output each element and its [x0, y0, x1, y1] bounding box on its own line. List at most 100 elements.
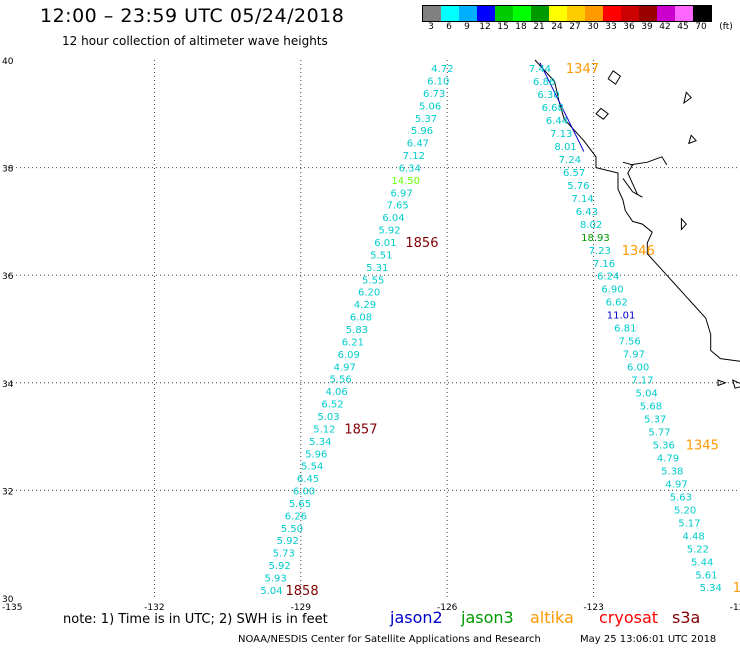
colorbar-label: 30: [587, 22, 599, 32]
swh-value-label: 5.12: [313, 424, 335, 435]
colorbar-swatch: [621, 6, 639, 21]
footer-timestamp: May 25 13:06:01 UTC 2018: [580, 634, 717, 645]
lat-label: 30: [2, 595, 14, 605]
swh-value-label: 4.29: [354, 300, 376, 311]
swh-value-label: 14.50: [391, 176, 420, 187]
swh-value-label: 6.81: [614, 324, 636, 335]
bay-outline: [622, 161, 643, 198]
swh-value-label: 5.92: [277, 536, 299, 547]
colorbar-swatch: [531, 6, 549, 21]
swh-value-label: 6.68: [542, 103, 564, 114]
swh-value-label: 5.92: [269, 561, 291, 572]
colorbar-swatch: [693, 6, 711, 21]
swh-value-label: 5.56: [330, 375, 352, 386]
swh-value-label: 6.24: [597, 272, 619, 283]
swh-value-label: 5.04: [636, 389, 658, 400]
lat-label: 40: [2, 57, 14, 67]
colorbar-swatch: [549, 6, 567, 21]
ground-track-line: [539, 62, 585, 152]
swh-value-label: 5.73: [273, 549, 295, 560]
lon-label: -126: [437, 603, 458, 613]
swh-value-label: 5.20: [674, 505, 696, 516]
lake-outline: [680, 217, 687, 231]
swh-value-label: 4.97: [334, 362, 356, 373]
swh-value-label: 6.52: [321, 400, 343, 411]
colorbar-label: 39: [641, 22, 653, 32]
colorbar-swatch: [567, 6, 585, 21]
swh-value-label: 7.17: [631, 376, 653, 387]
lat-label: 32: [2, 487, 13, 497]
colorbar-swatch: [459, 6, 477, 21]
swh-value-label: 5.37: [644, 415, 666, 426]
colorbar-label: 15: [497, 22, 509, 32]
swh-value-label: 5.50: [281, 524, 303, 535]
colorbar-label: 45: [677, 22, 689, 32]
swh-value-label: 6.90: [601, 285, 623, 296]
colorbar-swatch: [513, 6, 531, 21]
swh-value-label: 4.79: [657, 453, 679, 464]
swh-value-label: 5.96: [305, 449, 327, 460]
colorbar: [422, 5, 712, 22]
swh-value-label: 5.83: [346, 325, 368, 336]
pass-time-label: 1344: [733, 581, 740, 596]
swh-value-label: 6.08: [350, 313, 372, 324]
colorbar-label: 18: [515, 22, 527, 32]
swh-value-label: 5.93: [264, 574, 286, 585]
colorbar-label: 24: [551, 22, 563, 32]
swh-value-label: 6.47: [407, 139, 429, 150]
lake-outline: [607, 70, 622, 85]
colorbar-label: 12: [479, 22, 491, 32]
lake-outline: [595, 107, 609, 120]
swh-value-label: 4.48: [683, 531, 705, 542]
colorbar-label: 3: [428, 22, 434, 32]
colorbar-swatch: [585, 6, 603, 21]
colorbar-label: 33: [605, 22, 617, 32]
swh-value-label: 6.45: [297, 474, 319, 485]
swh-value-label: 6.04: [382, 213, 404, 224]
swh-value-label: 5.51: [370, 250, 392, 261]
pass-time-label: 1345: [686, 438, 719, 453]
delta-outline: [630, 156, 668, 166]
coastline: [534, 59, 740, 362]
colorbar-label: 6: [446, 22, 452, 32]
swh-value-label: 6.97: [391, 188, 413, 199]
swh-value-label: 5.31: [366, 263, 388, 274]
swh-value-label: 6.00: [627, 363, 649, 374]
pass-time-label: 1347: [566, 62, 599, 77]
swh-value-label: 5.04: [260, 586, 282, 597]
swh-value-label: 6.44: [546, 116, 568, 127]
swh-value-label: 5.22: [687, 544, 709, 555]
lat-label: 36: [2, 272, 14, 282]
swh-value-label: 6.21: [342, 337, 364, 348]
swh-value-label: 7.13: [550, 129, 572, 140]
swh-value-label: 7.12: [403, 151, 425, 162]
swh-value-label: 5.68: [640, 402, 662, 413]
swh-value-label: 5.38: [661, 466, 683, 477]
swh-value-label: 5.61: [695, 570, 717, 581]
swh-value-label: 6.34: [399, 163, 421, 174]
colorbar-swatch: [657, 6, 675, 21]
swh-value-label: 7.44: [529, 64, 551, 75]
swh-value-label: 6.10: [427, 76, 449, 87]
island-outline: [717, 379, 727, 387]
footer-agency: NOAA/NESDIS Center for Satellite Applica…: [238, 634, 541, 645]
swh-value-label: 7.14: [571, 194, 593, 205]
swh-value-label: 5.65: [289, 499, 311, 510]
swh-value-label: 5.76: [567, 181, 589, 192]
swh-value-label: 5.92: [378, 226, 400, 237]
colorbar-swatch: [495, 6, 513, 21]
colorbar-label: 42: [659, 22, 671, 32]
colorbar-label: 36: [623, 22, 635, 32]
swh-value-label: 7.23: [589, 246, 611, 257]
swh-value-label: 5.44: [691, 557, 713, 568]
legend-jason3: jason3: [461, 608, 514, 627]
swh-value-label: 5.55: [362, 275, 384, 286]
swh-value-label: 7.24: [559, 155, 581, 166]
swh-value-label: 5.36: [653, 440, 675, 451]
swh-value-label: 5.03: [317, 412, 339, 423]
legend-s3a: s3a: [672, 608, 701, 627]
lon-label: -132: [144, 603, 164, 613]
colorbar-swatch: [423, 6, 441, 21]
swh-value-label: 18.93: [581, 233, 610, 244]
lon-label: -129: [291, 603, 312, 613]
